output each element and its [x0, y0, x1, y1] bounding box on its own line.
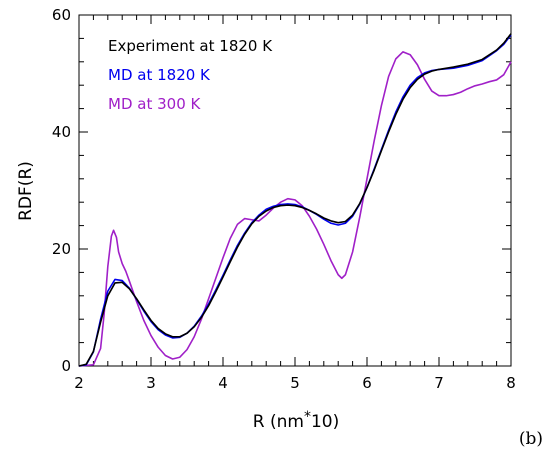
- y-tick-label: 20: [52, 240, 71, 258]
- legend-entry-0: Experiment at 1820 K: [108, 37, 273, 55]
- y-tick-label: 40: [52, 123, 71, 141]
- panel-label: (b): [519, 429, 543, 449]
- x-tick-label: 3: [146, 374, 156, 392]
- x-tick-label: 7: [434, 374, 444, 392]
- x-axis-title-tail: 10): [311, 412, 339, 432]
- series-lines: [78, 33, 512, 367]
- x-axis-title: R (nm*10): [253, 409, 339, 432]
- x-tick-label: 2: [74, 374, 84, 392]
- x-tick-label: 4: [218, 374, 228, 392]
- legend: Experiment at 1820 K MD at 1820 K MD at 30…: [108, 37, 273, 113]
- legend-entry-1: MD at 1820 K: [108, 66, 211, 84]
- axis-ticks: [78, 14, 512, 367]
- series-line-2: [78, 51, 512, 367]
- y-tick-label: 0: [61, 357, 71, 375]
- series-line-0: [78, 33, 512, 367]
- axis-tick-labels: 2 3 4 5 6 7 8 0 20 40 60: [52, 6, 516, 392]
- y-tick-label: 60: [52, 6, 71, 24]
- x-tick-label: 8: [506, 374, 516, 392]
- x-axis-title-main: R (nm: [253, 412, 304, 432]
- legend-entry-2: MD at 300 K: [108, 95, 202, 113]
- y-axis-title: RDF(R): [16, 161, 36, 221]
- x-axis-title-superscript: *: [304, 409, 311, 425]
- x-tick-label: 5: [290, 374, 300, 392]
- x-tick-label: 6: [362, 374, 372, 392]
